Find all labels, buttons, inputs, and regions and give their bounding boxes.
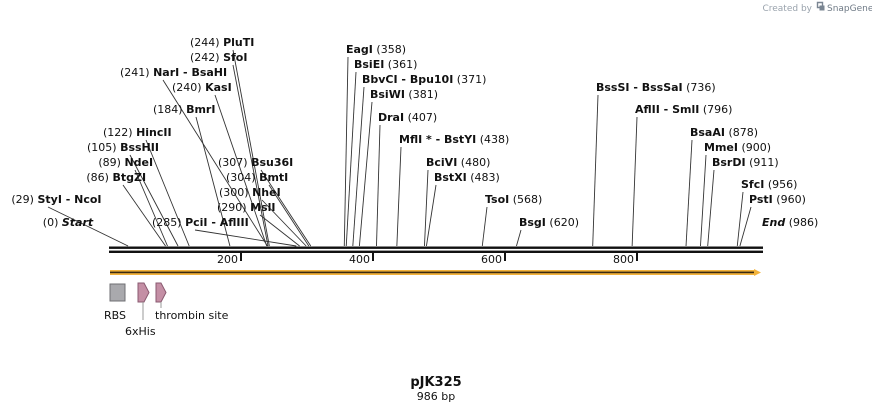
site-leader-line	[592, 94, 599, 247]
site-label-ndei[interactable]: (89) NdeI	[98, 156, 153, 169]
site-leader-line	[268, 184, 310, 247]
site-label-bsu36i[interactable]: (307) Bsu36I	[218, 156, 293, 169]
site-leader-line	[134, 169, 168, 247]
site-leader-line	[47, 206, 129, 247]
ruler-tick-label: 600	[481, 253, 502, 266]
rbs-feature-box[interactable]	[109, 283, 126, 302]
6xhis-feature-label: 6xHis	[125, 325, 156, 338]
backbone-bottom-strand	[109, 250, 763, 253]
site-leader-line	[707, 169, 715, 247]
site-label-bsshii[interactable]: (105) BssHII	[87, 141, 159, 154]
site-label-bmri[interactable]: (184) BmrI	[153, 103, 215, 116]
site-leader-line	[739, 206, 752, 247]
snapgene-logo-icon	[816, 1, 825, 11]
site-label-mfli-bstyi[interactable]: MflI * - BstYI (438)	[399, 133, 509, 146]
site-leader-line	[425, 184, 437, 247]
plasmid-name: pJK325	[410, 375, 461, 390]
site-label-bsaai[interactable]: BsaAI (878)	[690, 126, 758, 139]
site-label-end[interactable]: End (986)	[762, 216, 818, 229]
site-leader-line	[516, 229, 522, 247]
site-label-pluti[interactable]: (244) PluTI	[190, 36, 254, 49]
site-label-tsoi[interactable]: TsoI (568)	[485, 193, 542, 206]
site-leader-line	[352, 86, 365, 247]
site-leader-line	[736, 191, 744, 247]
site-label-bsiei[interactable]: BsiEI (361)	[354, 58, 417, 71]
site-leader-line	[358, 101, 373, 247]
site-label-psti[interactable]: PstI (960)	[749, 193, 806, 206]
site-leader-line	[343, 56, 349, 247]
rbs-feature-label: RBS	[104, 309, 126, 322]
site-leader-line	[345, 71, 357, 247]
site-label-btgzi[interactable]: (86) BtgZI	[86, 171, 146, 184]
site-labels: (244) PluTI (242) SfoI (241) NarI - BsaHI (…	[11, 36, 818, 229]
created-by-text: Created by	[762, 4, 812, 14]
orf-arrow[interactable]	[110, 269, 761, 276]
site-label-bsssi-bsssai[interactable]: BssSI - BssSaI (736)	[596, 81, 716, 94]
site-leader-line	[396, 146, 402, 247]
ruler-tick-label: 800	[613, 253, 634, 266]
site-label-msli[interactable]: (290) MslI	[217, 201, 275, 214]
site-leader-line	[195, 116, 231, 247]
backbone-top-strand	[109, 246, 763, 249]
plasmid-length: 986 bp	[417, 390, 455, 403]
site-label-sfci[interactable]: SfcI (956)	[741, 178, 797, 191]
thrombin-site-feature-arrow[interactable]	[155, 282, 167, 303]
dna-backbone	[109, 246, 763, 253]
site-leader-line	[162, 79, 268, 247]
site-leader-line	[194, 229, 297, 247]
site-label-start[interactable]: (0) Start	[43, 216, 94, 229]
ruler-tick-label: 400	[349, 253, 370, 266]
site-leader-line	[214, 94, 268, 247]
thrombin-site-feature-label: thrombin site	[155, 309, 229, 322]
site-label-mmei[interactable]: MmeI (900)	[704, 141, 771, 154]
site-label-bsgi[interactable]: BsgI (620)	[519, 216, 579, 229]
site-label-kasi[interactable]: (240) KasI	[172, 81, 232, 94]
ruler-tick-label: 200	[217, 253, 238, 266]
site-label-hincii[interactable]: (122) HincII	[103, 126, 172, 139]
site-leader-line	[129, 154, 179, 247]
site-leader-line	[261, 199, 307, 247]
site-leader-line	[260, 169, 312, 247]
6xhis-feature-arrow[interactable]	[137, 282, 150, 303]
site-label-aflii-smli[interactable]: AflII - SmlI (796)	[635, 103, 732, 116]
site-label-nhei[interactable]: (300) NheI	[219, 186, 281, 199]
site-leader-line	[145, 139, 190, 247]
site-leader-line	[122, 184, 166, 247]
ruler: 200 400 600 800	[217, 253, 638, 266]
site-leader-line	[259, 214, 300, 247]
site-label-styi-ncoi[interactable]: (29) StyI - NcoI	[11, 193, 101, 206]
site-label-pcii-afliii[interactable]: (285) PciI - AflIII	[152, 216, 249, 229]
site-label-bsiwi[interactable]: BsiWI (381)	[370, 88, 438, 101]
site-leader-line	[700, 154, 707, 247]
site-label-eagi[interactable]: EagI (358)	[346, 43, 406, 56]
site-leader-line	[424, 169, 429, 247]
site-leader-line	[685, 139, 693, 247]
site-label-bsrdi[interactable]: BsrDI (911)	[712, 156, 779, 169]
site-leader-lines	[47, 49, 752, 247]
snapgene-brand: SnapGene	[827, 4, 872, 14]
site-label-bmti[interactable]: (304) BmtI	[226, 171, 288, 184]
site-label-bcivi[interactable]: BciVI (480)	[426, 156, 490, 169]
site-label-nari-bsahi[interactable]: (241) NarI - BsaHI	[120, 66, 227, 79]
site-label-bbvci-bpu10i[interactable]: BbvCI - Bpu10I (371)	[362, 73, 486, 86]
site-label-drai[interactable]: DraI (407)	[378, 111, 437, 124]
site-leader-line	[232, 64, 269, 247]
site-leader-line	[232, 49, 270, 247]
site-label-bstxi[interactable]: BstXI (483)	[434, 171, 500, 184]
site-leader-line	[631, 116, 638, 247]
site-label-sfoi[interactable]: (242) SfoI	[190, 51, 247, 64]
site-leader-line	[481, 206, 488, 247]
site-leader-line	[376, 124, 381, 247]
